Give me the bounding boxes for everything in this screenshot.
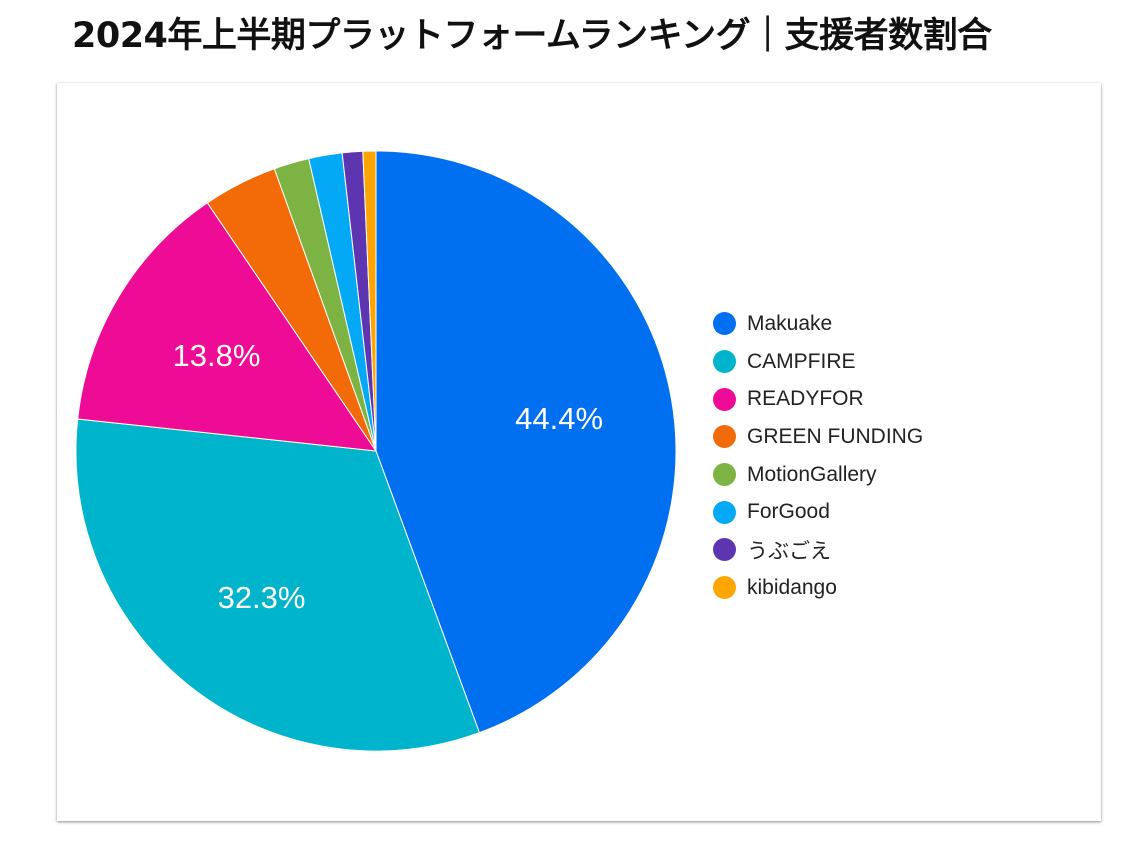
legend-item-makuake: Makuake <box>713 305 923 343</box>
legend-swatch <box>713 463 736 487</box>
legend-label: うぶごえ <box>747 539 831 563</box>
page-title: 2024年上半期プラットフォームランキング｜支援者数割合 <box>72 16 992 56</box>
legend-item-green-funding: GREEN FUNDING <box>713 418 923 456</box>
legend-label: GREEN FUNDING <box>747 424 924 448</box>
legend-swatch <box>713 538 736 562</box>
pie-slice-labels: 44.4% 32.3% 13.8% <box>173 338 604 615</box>
legend-item-campfire: CAMPFIRE <box>713 343 923 381</box>
legend-item-forgood: ForGood <box>713 493 923 531</box>
legend-item-うぶごえ: うぶごえ <box>713 531 923 569</box>
pie-slice-readyfor <box>77 202 378 452</box>
legend-label: MotionGallery <box>747 462 877 486</box>
legend-swatch <box>713 350 736 374</box>
pie-chart: 44.4% 32.3% 13.8% <box>75 150 677 752</box>
legend-swatch <box>713 425 736 449</box>
pie-slice-label-campfire: 32.3% <box>218 580 306 615</box>
legend-swatch <box>713 387 736 411</box>
legend-label: kibidango <box>747 575 837 599</box>
legend-item-readyfor: READYFOR <box>713 380 923 418</box>
pie-slice-label-makuake: 44.4% <box>515 401 603 436</box>
legend-swatch <box>713 312 736 336</box>
legend-label: READYFOR <box>747 387 864 411</box>
legend-swatch <box>713 576 736 600</box>
legend-swatch <box>713 500 736 524</box>
legend-label: Makuake <box>747 311 833 335</box>
chart-legend: Makuake CAMPFIRE READYFOR GREEN FUNDING Moti… <box>713 305 923 607</box>
legend-item-motiongallery: MotionGallery <box>713 456 923 494</box>
legend-item-kibidango: kibidango <box>713 569 923 607</box>
pie-slice-label-readyfor: 13.8% <box>173 338 261 373</box>
pie-slices <box>75 150 677 752</box>
legend-label: CAMPFIRE <box>747 349 856 373</box>
pie-slice-makuake <box>375 150 677 734</box>
legend-label: ForGood <box>747 500 830 524</box>
pie-slice-kibidango <box>362 150 377 452</box>
pie-slice-campfire <box>75 418 481 752</box>
chart-card: 44.4% 32.3% 13.8% Makuake CAMPFIRE READYFOR G… <box>57 83 1101 821</box>
